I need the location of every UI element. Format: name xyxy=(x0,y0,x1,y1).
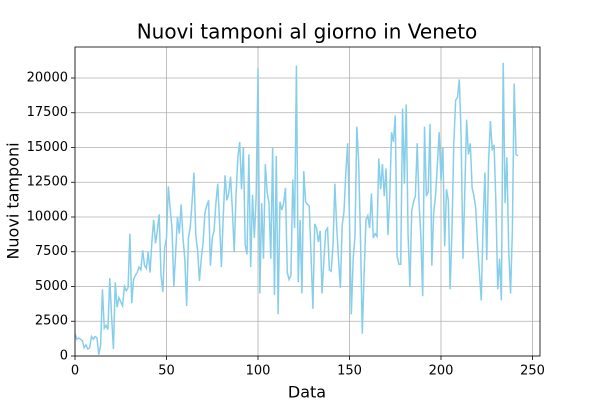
x-tick-label: 150 xyxy=(337,364,362,379)
data-line xyxy=(74,62,519,355)
x-tick-label: 200 xyxy=(429,364,454,379)
x-tick-label: 50 xyxy=(158,364,175,379)
y-tick-label: 10000 xyxy=(27,209,68,224)
y-tick-label: 12500 xyxy=(27,175,68,190)
y-tick-label: 15000 xyxy=(27,140,68,155)
y-tick-label: 20000 xyxy=(27,70,68,85)
y-tick-label: 0 xyxy=(60,349,68,364)
chart-title: Nuovi tamponi al giorno in Veneto xyxy=(137,20,478,44)
y-tick-label: 17500 xyxy=(27,105,68,120)
x-tick-label: 250 xyxy=(520,364,545,379)
y-tick-label: 2500 xyxy=(35,314,68,329)
x-axis-label: Data xyxy=(288,383,326,401)
plot-frame xyxy=(74,46,541,357)
x-tick-label: 0 xyxy=(71,364,79,379)
y-tick-label: 7500 xyxy=(35,244,68,259)
y-tick-label: 5000 xyxy=(35,279,68,294)
y-axis-label: Nuovi tamponi xyxy=(4,142,23,259)
x-tick-label: 100 xyxy=(246,364,271,379)
